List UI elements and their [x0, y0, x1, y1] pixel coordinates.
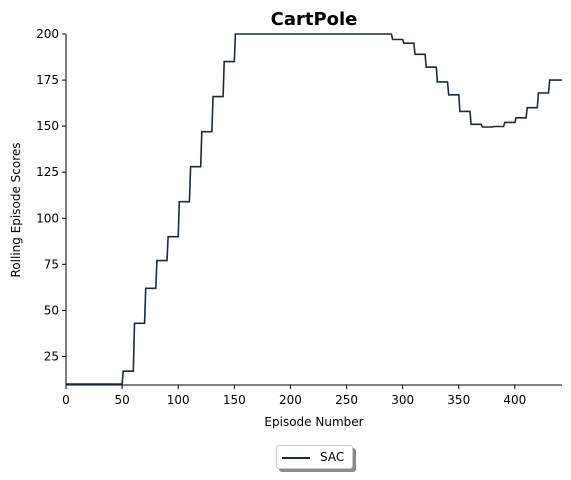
- legend-line-sac: [282, 457, 310, 459]
- x-tick-label: 350: [447, 393, 470, 407]
- x-tick-label: 300: [391, 393, 414, 407]
- y-tick-label: 25: [44, 349, 59, 363]
- legend-label-sac: SAC: [320, 450, 345, 464]
- y-tick-label: 50: [44, 303, 59, 317]
- chart-title: CartPole: [271, 9, 358, 30]
- y-axis-label: Rolling Episode Scores: [9, 143, 23, 278]
- ticks-layer: 0 50 100 150 200 250 300 350 400 25 50 75 100 125 150 1…: [36, 27, 526, 407]
- legend: SAC: [276, 445, 353, 469]
- series-layer: [66, 33, 562, 385]
- chart-svg: CartPole 0 50 100 150 200 250 300 350 400 25 50 75 1…: [9, 9, 562, 429]
- x-tick-label: 400: [503, 393, 526, 407]
- x-tick-label: 200: [279, 393, 302, 407]
- x-tick-label: 150: [223, 393, 246, 407]
- y-tick-label: 100: [36, 211, 59, 225]
- x-tick-label: 50: [114, 393, 129, 407]
- x-tick-label: 250: [335, 393, 358, 407]
- x-tick-label: 100: [167, 393, 190, 407]
- y-tick-label: 175: [36, 73, 59, 87]
- x-tick-label: 0: [62, 393, 70, 407]
- y-tick-label: 200: [36, 27, 59, 41]
- y-tick-label: 125: [36, 165, 59, 179]
- y-tick-label: 75: [44, 257, 59, 271]
- x-axis-label: Episode Number: [264, 415, 363, 429]
- y-tick-label: 150: [36, 119, 59, 133]
- series-line-sac: [66, 33, 562, 385]
